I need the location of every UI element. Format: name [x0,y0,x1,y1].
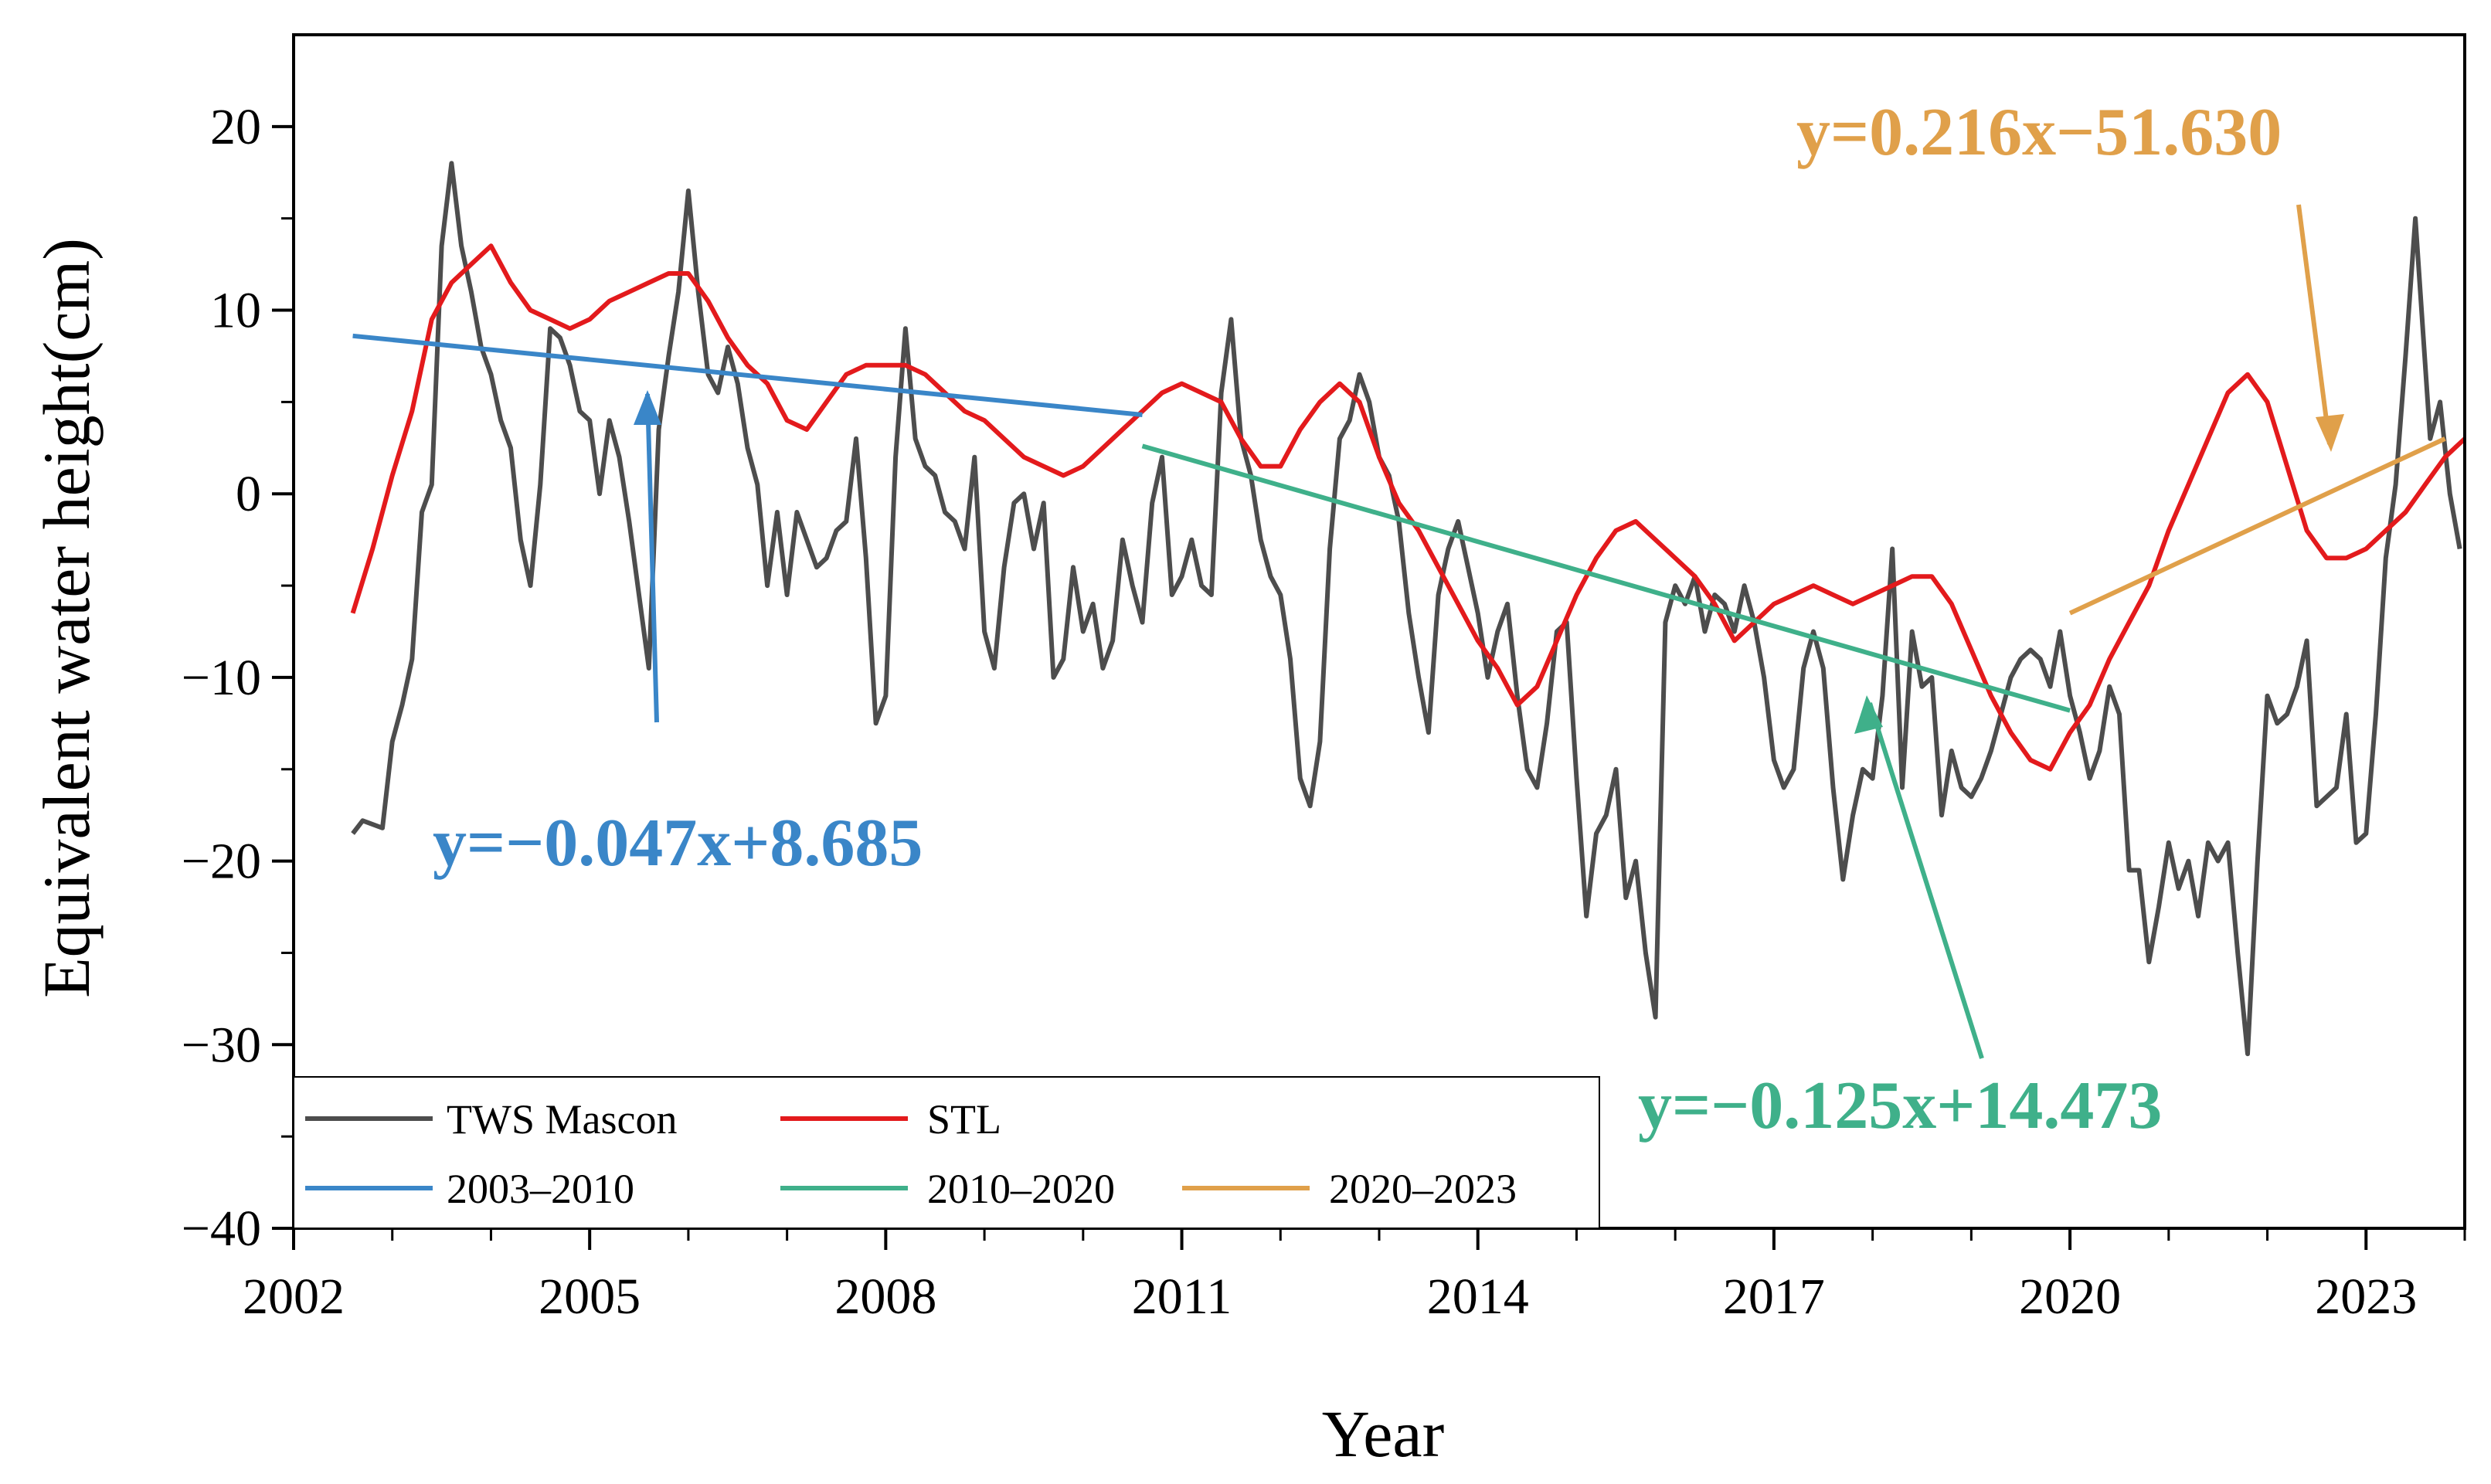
annotation-arrow-2010-2020 [1867,702,1984,1059]
y-tick-label-20: 20 [210,99,261,155]
annotation-eq-2020-2023: y=0.216x−51.630 [1796,95,2282,170]
x-tick-label-2011: 2011 [1132,1268,1232,1325]
y-tick-label--40: −40 [182,1200,261,1257]
legend-label-tws-mascon: TWS Mascon [447,1096,677,1143]
x-tick-label-2017: 2017 [1723,1268,1825,1325]
y-tick-label--10: −10 [182,650,261,706]
legend-label-stl: STL [927,1096,1001,1143]
legend-label-2020-2023: 2020–2023 [1329,1166,1517,1212]
series-line-tws-mascon [351,161,2462,1057]
annotation-eq-2010-2020: y=−0.125x+14.473 [1638,1068,2162,1143]
y-axis-title: Equivalent water height(cm) [29,238,104,998]
series-layer [350,161,2467,1057]
x-tick-label-2020: 2020 [2019,1268,2121,1325]
legend-box [293,1076,1600,1229]
series-line-2010-2020 [1141,443,2071,713]
x-tick-label-2014: 2014 [1427,1268,1529,1325]
y-tick-label-10: 10 [210,283,261,339]
x-tick-label-2023: 2023 [2315,1268,2417,1325]
x-axis-title: Year [1322,1397,1444,1471]
x-tick-label-2005: 2005 [539,1268,641,1325]
annotation-eq-2003-2010: y=−0.047x+8.685 [433,806,923,881]
annotation-arrowhead-2010-2020 [1854,695,1883,734]
series-line-stl [350,243,2467,772]
legend-label-2010-2020: 2010–2020 [927,1166,1115,1212]
legend: TWS Mascon STL 2003–2010 2010–2020 2020–… [293,1076,1600,1229]
x-tick-label-2008: 2008 [834,1268,936,1325]
annotations: y=−0.047x+8.685 y=−0.125x+14.473 y=0.216… [433,95,2344,1143]
annotation-arrow-2003-2010 [645,393,659,723]
y-axis: −40 −30 −20 −10 0 10 20 [182,99,294,1257]
annotation-arrowhead-2003-2010 [634,390,661,425]
plot-area [292,33,2467,1230]
x-tick-label-2002: 2002 [243,1268,345,1325]
x-axis: 2002 2005 2008 2011 2014 2017 2020 2023 [243,1228,2466,1325]
plot-frame [292,33,2466,1230]
annotation-arrow-2020-2023 [2296,204,2332,445]
annotation-arrowhead-2020-2023 [2316,414,2344,452]
y-tick-label--20: −20 [182,834,261,890]
series-line-2020-2023 [2068,436,2446,616]
y-tick-label-0: 0 [236,466,261,522]
y-tick-label--30: −30 [182,1017,261,1073]
series-line-2003-2010 [352,333,1143,417]
legend-label-2003-2010: 2003–2010 [447,1166,634,1212]
